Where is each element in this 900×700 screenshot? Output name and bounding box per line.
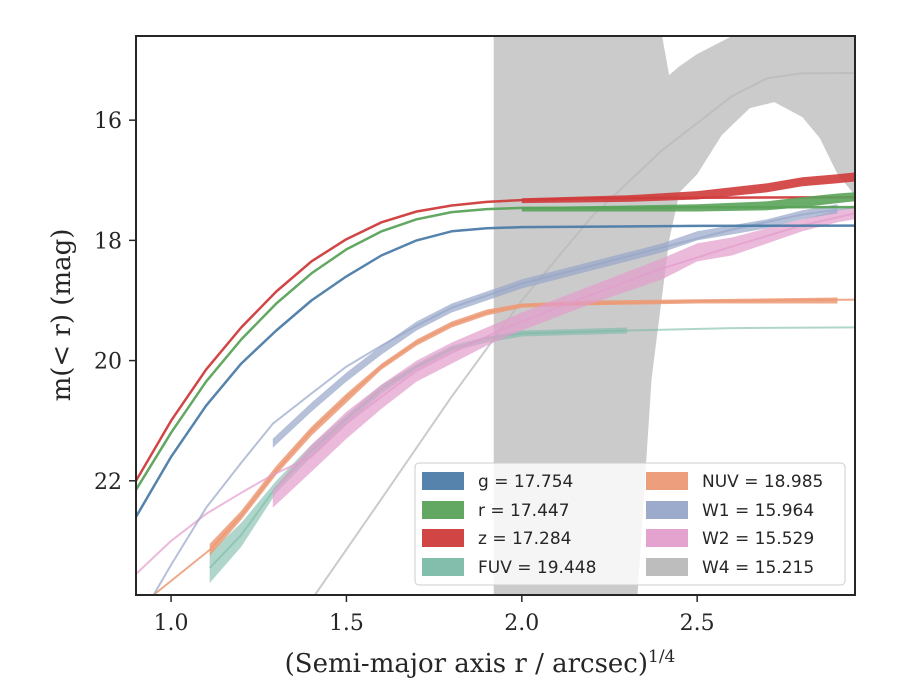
series-line-w4 xyxy=(314,72,855,595)
x-tick-label: 2.0 xyxy=(504,611,539,636)
legend-swatch xyxy=(646,529,688,547)
x-axis-label-exponent: 1/4 xyxy=(648,647,675,667)
y-tick-label: 20 xyxy=(94,350,122,375)
legend-label: NUV = 18.985 xyxy=(702,472,823,492)
series-line-w2 xyxy=(136,212,855,575)
legend-label: W1 = 15.964 xyxy=(702,501,814,521)
legend-label: FUV = 19.448 xyxy=(478,558,596,578)
legend-swatch xyxy=(646,558,688,576)
series-band-w4 xyxy=(493,36,855,595)
legend-label: r = 17.447 xyxy=(478,501,570,521)
series-line-g xyxy=(136,224,855,518)
legend-swatch xyxy=(422,529,464,547)
plot-frame xyxy=(135,35,856,596)
legend-frame xyxy=(414,462,846,586)
y-tick-label: 18 xyxy=(94,229,122,254)
legend-swatch xyxy=(422,472,464,490)
x-tick-label: 2.5 xyxy=(680,611,715,636)
y-axis: 16 18 20 22 xyxy=(94,109,136,495)
plot-area xyxy=(136,36,855,595)
y-tick-label: 22 xyxy=(94,470,122,495)
legend-label: W4 = 15.215 xyxy=(702,558,814,578)
legend: g = 17.754 r = 17.447 z = 17.284 FUV = 19.4… xyxy=(414,462,846,586)
series-line-nuv xyxy=(152,298,855,595)
x-tick-label: 1.0 xyxy=(154,611,189,636)
y-axis-label: m(< r) (mag) xyxy=(47,229,77,402)
x-tick-label: 1.5 xyxy=(329,611,364,636)
series-line-w1 xyxy=(152,206,855,595)
legend-swatch xyxy=(646,472,688,490)
series-line-r xyxy=(136,205,855,491)
legend-swatch xyxy=(422,501,464,519)
legend-swatch xyxy=(422,558,464,576)
series-band-z-extension xyxy=(521,172,855,204)
legend-label: z = 17.284 xyxy=(478,529,571,549)
legend-swatch xyxy=(646,501,688,519)
series-band-r-extension xyxy=(521,192,855,212)
legend-label: W2 = 15.529 xyxy=(702,529,814,549)
y-tick-label: 16 xyxy=(94,109,122,134)
x-axis: 1.0 1.5 2.0 2.5 xyxy=(154,595,715,636)
series-layer xyxy=(136,36,855,595)
x-axis-label: (Semi-major axis r / arcsec)1/4 xyxy=(285,647,676,679)
x-axis-label-text: (Semi-major axis r / arcsec) xyxy=(285,649,648,679)
legend-label: g = 17.754 xyxy=(478,472,573,492)
